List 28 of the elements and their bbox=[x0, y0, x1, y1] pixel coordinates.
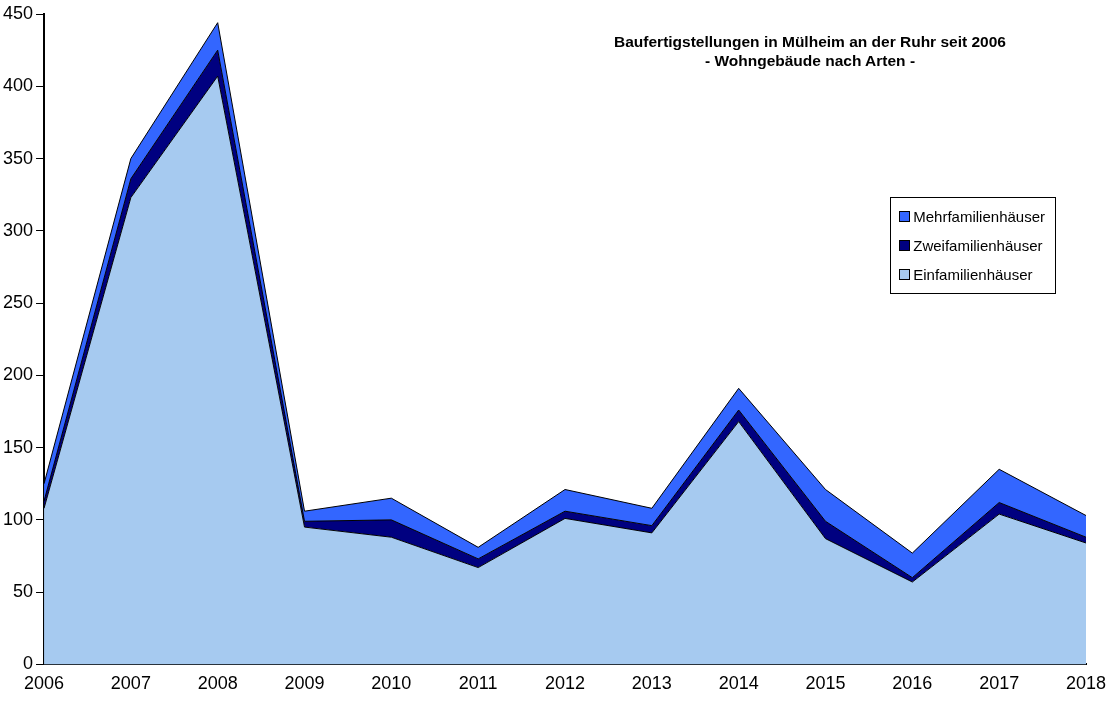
y-tick-label: 0 bbox=[23, 653, 34, 674]
x-tick-label: 2015 bbox=[805, 673, 846, 694]
x-tick-label: 2017 bbox=[979, 673, 1020, 694]
y-tick-label: 50 bbox=[13, 581, 34, 602]
text: Baufertigstellungen in Mülheim an der Ruhr seit 2006 bbox=[613, 32, 1007, 51]
legend-label: Zweifamilienhäuser bbox=[913, 237, 1043, 254]
x-tick-label: 2016 bbox=[892, 673, 933, 694]
y-tick-label: 250 bbox=[2, 292, 34, 313]
y-tick-label: 400 bbox=[2, 75, 34, 96]
x-tick-label: 2011 bbox=[458, 673, 498, 694]
y-tick-label: 150 bbox=[2, 436, 34, 457]
y-tick-label: 200 bbox=[2, 364, 34, 385]
x-tick-label: 2006 bbox=[24, 673, 65, 694]
x-tick-label: 2010 bbox=[371, 673, 412, 694]
x-tick-label: 2013 bbox=[631, 673, 672, 694]
legend-label: Mehrfamilienhäuser bbox=[913, 208, 1045, 225]
text: - Wohngebäude nach Arten - bbox=[703, 51, 917, 70]
y-tick-label: 350 bbox=[2, 147, 34, 168]
x-tick-label: 2014 bbox=[718, 673, 759, 694]
x-tick-label: 2018 bbox=[1065, 673, 1107, 694]
legend-label: Einfamilienhäuser bbox=[913, 266, 1033, 283]
y-tick-label: 300 bbox=[2, 219, 34, 240]
x-tick-label: 2007 bbox=[110, 673, 151, 694]
x-tick-label: 2012 bbox=[544, 673, 586, 694]
x-tick-label: 2009 bbox=[284, 673, 325, 694]
y-tick-label: 450 bbox=[2, 2, 34, 23]
y-tick-label: 100 bbox=[2, 508, 34, 529]
x-tick-label: 2008 bbox=[197, 673, 238, 694]
